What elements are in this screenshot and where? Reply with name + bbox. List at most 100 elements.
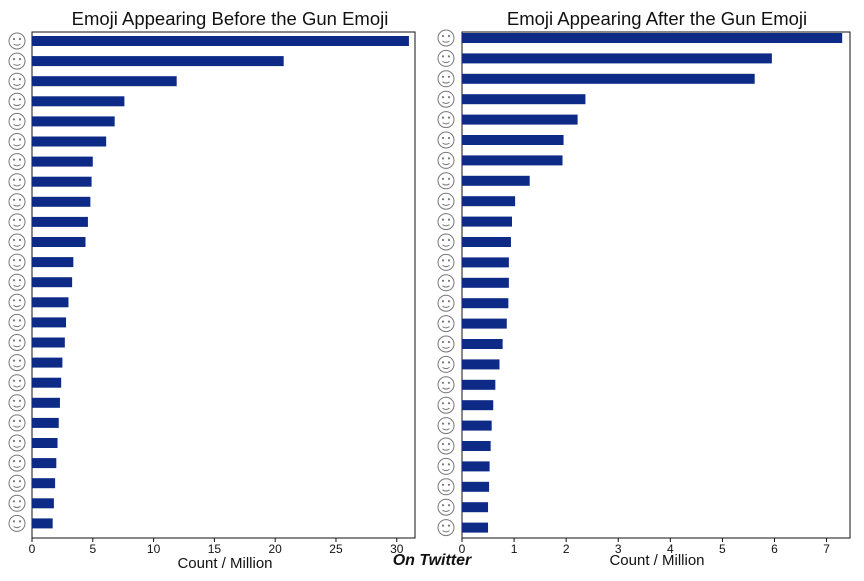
expressionless-face-icon	[8, 273, 26, 291]
emoji-icon-column	[437, 29, 455, 537]
bar-series	[462, 33, 843, 533]
crying-face-icon	[8, 193, 26, 211]
chart-caption: On Twitter	[392, 552, 472, 569]
bar-crossed-swords	[462, 522, 489, 533]
bar-series	[32, 36, 409, 529]
hundred-points-icon	[8, 334, 26, 351]
bar-hearts	[32, 458, 57, 469]
explosion-icon	[8, 72, 26, 90]
bar-expressionless-face	[32, 277, 73, 288]
bar-upside-down-face	[32, 116, 115, 127]
x-tick-label: 0	[459, 542, 466, 556]
bar-drop	[462, 420, 492, 431]
bar-old-man	[32, 216, 88, 227]
knife-icon	[437, 29, 455, 47]
broken-heart-icon	[8, 474, 26, 492]
bar-knife	[462, 33, 843, 43]
bar-astonished-face	[32, 518, 53, 529]
x-tick-label: 30	[390, 542, 404, 556]
bar-weary-face	[462, 155, 563, 166]
x-tick-label: 0	[29, 542, 36, 556]
x-tick-label: 15	[208, 542, 222, 556]
bar-skull-crossbones	[462, 441, 491, 451]
hearts-icon	[8, 454, 26, 472]
dollar-bills-icon	[437, 376, 455, 394]
x-tick-label: 4	[667, 542, 674, 556]
heart-eyes-face-icon	[437, 335, 455, 353]
bar-alien	[32, 397, 60, 408]
grinning-face-icon	[8, 354, 26, 372]
upside-down-face-icon	[8, 112, 26, 130]
bar-face-screaming	[32, 36, 409, 46]
plot-frame	[461, 31, 851, 539]
sunglasses-face-icon	[437, 90, 455, 108]
x-axis-label: Count / Million	[609, 552, 704, 569]
bar-skull-face	[462, 257, 509, 268]
pensive-face-icon	[8, 293, 26, 311]
x-tick-label: 5	[89, 542, 96, 556]
bar-screaming-face	[462, 175, 530, 186]
bar-knife	[32, 136, 107, 147]
bar-angry-face	[462, 135, 564, 145]
bar-pensive-face	[32, 297, 69, 308]
knife-icon	[8, 133, 26, 150]
x-tick-label: 7	[823, 542, 830, 556]
x-tick-label: 20	[268, 542, 282, 556]
bar-grinning-face	[32, 357, 63, 368]
weary-face-icon	[8, 52, 26, 70]
bar-heart-eyes-face	[32, 317, 67, 328]
bar-frowning-face	[462, 277, 509, 288]
angry-face-icon	[437, 131, 455, 149]
bar-heart-eyes-face	[462, 339, 503, 349]
poo-bag-icon	[437, 70, 455, 88]
hushed-face-icon	[8, 374, 26, 392]
hearts-icon	[437, 192, 455, 210]
bar-smirking-face	[32, 417, 59, 428]
crossed-swords-icon	[437, 519, 455, 537]
fist-icon	[437, 233, 455, 251]
smirking-face-icon	[8, 414, 26, 432]
broken-heart-icon	[437, 294, 455, 312]
emoji-icon-column	[8, 32, 26, 532]
bar-crying-face	[32, 196, 91, 207]
poo-bag-icon	[8, 233, 26, 251]
chart-title: Emoji Appearing Before the Gun Emoji	[72, 8, 389, 29]
skull-crossbones-icon	[437, 437, 455, 455]
x-tick-label: 10	[147, 542, 161, 556]
bar-unamused-face	[32, 156, 93, 167]
bar-tired-face	[32, 176, 92, 187]
bar-smiling-face	[32, 96, 125, 107]
droplets-icon	[8, 494, 26, 512]
bar-dollar-bills	[462, 379, 496, 390]
plot-frame	[31, 31, 416, 539]
hundred-points-icon	[437, 355, 455, 373]
old-man-icon	[8, 213, 26, 231]
bar-droplets	[32, 498, 54, 509]
bar-rose	[462, 318, 507, 329]
guard-icon	[437, 478, 455, 496]
bar-sunglasses-face	[462, 94, 586, 105]
bar-soldier	[462, 502, 489, 513]
bar-hundred-points	[32, 337, 65, 348]
unamused-face-icon	[8, 153, 26, 171]
bar-fist	[462, 237, 511, 247]
bar-bomb	[462, 53, 772, 64]
bar-weary-face	[32, 56, 284, 67]
x-axis-ticks: 0 5 10 15 20 25 30	[29, 538, 404, 556]
explosion-icon	[437, 111, 455, 129]
bar-fire-face	[32, 438, 58, 448]
bar-poo-bag	[462, 73, 755, 84]
flexed-arms-icon	[437, 396, 455, 414]
x-tick-label: 2	[563, 542, 570, 556]
frowning-face-icon	[437, 274, 455, 292]
bar-heart	[462, 216, 512, 227]
x-axis-label: Count / Million	[177, 555, 272, 572]
bar-hushed-face	[32, 377, 62, 388]
bomb-icon	[437, 49, 455, 67]
x-tick-label: 3	[615, 542, 622, 556]
bar-explosion	[462, 114, 578, 125]
bar-poo-bag	[32, 237, 86, 247]
before-gun-emoji-chart: Emoji Appearing Before the Gun Emoji Cou…	[8, 8, 416, 572]
bar-neutral-face	[32, 257, 74, 268]
